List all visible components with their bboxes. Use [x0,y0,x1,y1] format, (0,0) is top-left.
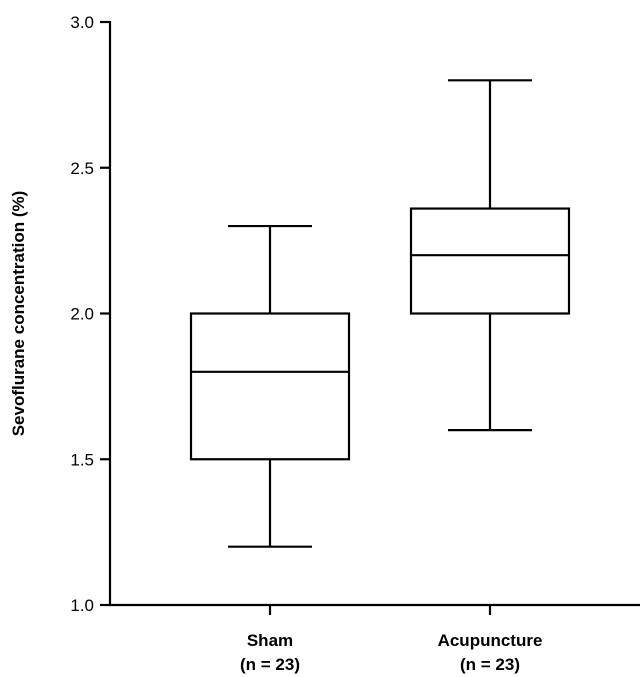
x-category-n-label: (n = 23) [240,655,300,674]
y-tick-label: 1.5 [70,450,94,469]
y-ticks: 1.0 1.5 2.0 2.5 3.0 [70,13,110,615]
x-ticks: Sham (n = 23) Acupuncture (n = 23) [240,605,542,674]
boxes [189,79,571,548]
iqr-box [409,207,571,315]
x-category-n-label: (n = 23) [460,655,520,674]
y-tick-label: 3.0 [70,13,94,32]
x-category-label: Acupuncture [438,631,543,650]
y-tick-label: 2.0 [70,305,94,324]
y-tick-label: 1.0 [70,596,94,615]
y-axis-title: Sevoflurane concentration (%) [9,191,28,437]
box-group-acupuncture [409,79,571,432]
y-tick-label: 2.5 [70,159,94,178]
box-group-sham [189,224,351,548]
x-category-label: Sham [247,631,293,650]
iqr-box [189,312,351,461]
